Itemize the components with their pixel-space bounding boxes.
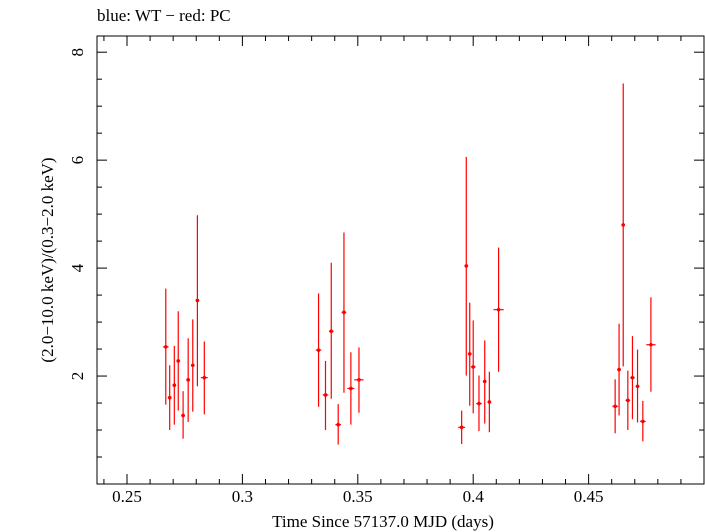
data-point — [621, 83, 626, 367]
point-marker — [357, 378, 361, 382]
data-point — [470, 320, 476, 414]
data-point — [328, 262, 334, 399]
y-tick-label: 8 — [68, 48, 87, 57]
data-point — [464, 156, 469, 376]
point-marker — [323, 393, 328, 397]
data-point — [176, 311, 181, 411]
data-point — [181, 391, 185, 439]
point-marker — [342, 310, 346, 315]
point-marker — [477, 401, 481, 406]
point-marker — [186, 378, 190, 382]
point-marker — [172, 383, 177, 388]
data-point — [635, 349, 640, 423]
point-marker — [459, 425, 464, 430]
x-tick-label: 0.35 — [343, 487, 373, 506]
point-marker — [464, 264, 469, 268]
point-marker — [649, 342, 653, 347]
point-marker — [167, 395, 172, 400]
point-marker — [190, 363, 195, 368]
chart-header-text: blue: WT − red: PC — [97, 6, 231, 25]
data-point — [482, 340, 487, 424]
point-marker — [496, 307, 501, 312]
data-point — [163, 288, 169, 405]
data-point — [630, 336, 635, 420]
point-marker — [630, 375, 635, 380]
data-point — [354, 347, 364, 413]
point-marker — [349, 386, 353, 391]
point-marker — [621, 223, 626, 227]
data-point — [195, 215, 200, 387]
data-point — [640, 400, 646, 442]
point-marker — [202, 375, 207, 380]
point-marker — [176, 359, 181, 363]
point-marker — [329, 329, 334, 334]
data-point — [315, 293, 322, 407]
point-marker — [336, 422, 340, 427]
data-point — [167, 365, 172, 431]
point-marker — [641, 419, 645, 424]
data-point — [190, 319, 195, 412]
point-marker — [487, 400, 492, 404]
x-axis-label: Time Since 57137.0 MJD (days) — [272, 512, 494, 531]
data-point — [612, 379, 618, 434]
x-tick-label: 0.4 — [463, 487, 485, 506]
point-marker — [471, 365, 476, 369]
data-point — [625, 370, 631, 431]
point-marker — [613, 404, 617, 409]
data-point — [335, 404, 341, 445]
data-point — [646, 297, 656, 392]
plot-frame — [96, 35, 705, 485]
data-point — [476, 375, 482, 432]
data-point — [487, 371, 492, 433]
x-tick-label: 0.25 — [112, 487, 142, 506]
data-point — [172, 345, 177, 425]
x-tick-label: 0.45 — [574, 487, 604, 506]
data-point — [467, 302, 472, 406]
axis-ticks — [97, 36, 705, 485]
data-point — [347, 352, 355, 425]
data-point — [617, 323, 621, 416]
data-point — [186, 338, 191, 422]
data-point — [493, 247, 504, 372]
data-point — [458, 410, 466, 445]
point-marker — [195, 298, 200, 303]
axis-tick-labels: 0.25 0.3 0.35 0.4 0.45 2 4 6 8 — [68, 48, 603, 506]
point-marker — [181, 413, 185, 418]
point-marker — [163, 345, 168, 349]
data-point — [322, 360, 329, 431]
point-marker — [635, 384, 640, 389]
point-marker — [316, 348, 321, 352]
point-marker — [482, 379, 487, 384]
data-point — [200, 341, 208, 415]
point-marker — [467, 352, 472, 356]
y-tick-label: 4 — [68, 263, 87, 272]
y-axis-label: (2.0−10.0 keV)/(0.3−2.0 keV) — [38, 157, 57, 362]
y-tick-label: 2 — [68, 372, 87, 381]
point-marker — [617, 367, 621, 372]
x-tick-label: 0.3 — [232, 487, 253, 506]
data-point — [341, 232, 347, 393]
data-points — [163, 83, 656, 445]
point-marker — [626, 398, 630, 403]
y-tick-label: 6 — [68, 156, 87, 165]
